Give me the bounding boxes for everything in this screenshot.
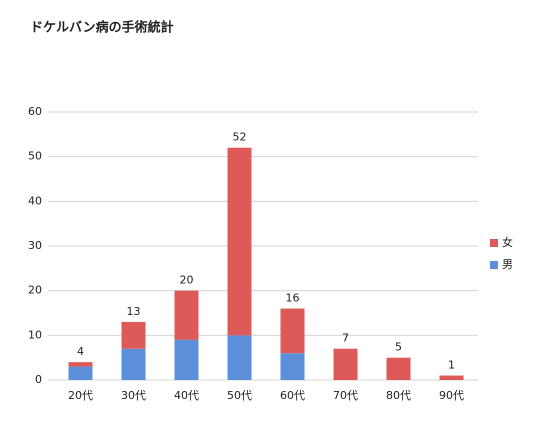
x-tick-label: 50代: [227, 389, 252, 402]
bar-segment: [68, 366, 93, 380]
bar-segment: [227, 147, 252, 336]
y-tick-label: 20: [28, 284, 42, 297]
bar-segment: [280, 308, 305, 354]
bar-segment: [121, 348, 146, 380]
bar-segment: [174, 339, 199, 380]
total-label: 13: [127, 305, 141, 318]
y-tick-label: 30: [28, 239, 42, 252]
x-tick-label: 70代: [333, 389, 358, 402]
legend-swatch: [490, 239, 498, 247]
legend-label: 女: [502, 235, 513, 249]
bar-segment: [174, 290, 199, 340]
bar-segment: [280, 353, 305, 380]
y-tick-label: 0: [35, 373, 42, 386]
x-tick-label: 90代: [439, 389, 464, 402]
y-tick-label: 60: [28, 105, 42, 118]
y-tick-label: 40: [28, 194, 42, 207]
bar-segment: [227, 335, 252, 380]
total-label: 5: [395, 341, 402, 354]
bar-segment: [333, 348, 358, 380]
legend-swatch: [490, 261, 498, 269]
y-tick-label: 10: [28, 328, 42, 341]
total-label: 1: [448, 359, 455, 372]
chart-title: ドケルバン病の手術統計: [30, 20, 174, 36]
x-tick-label: 40代: [174, 389, 199, 402]
legend-label: 男: [502, 258, 513, 271]
total-label: 7: [342, 332, 349, 345]
total-label: 4: [77, 345, 84, 358]
x-tick-label: 30代: [121, 389, 146, 402]
bar-segment: [386, 357, 411, 380]
x-tick-label: 80代: [386, 389, 411, 402]
x-tick-label: 20代: [68, 389, 93, 402]
bar-segment: [439, 375, 464, 380]
y-tick-label: 50: [28, 150, 42, 163]
total-label: 16: [286, 292, 300, 305]
total-label: 20: [180, 274, 194, 287]
bar-segment: [121, 321, 146, 349]
total-label: 52: [233, 131, 247, 144]
x-tick-label: 60代: [280, 389, 305, 402]
bar-segment: [68, 362, 93, 367]
